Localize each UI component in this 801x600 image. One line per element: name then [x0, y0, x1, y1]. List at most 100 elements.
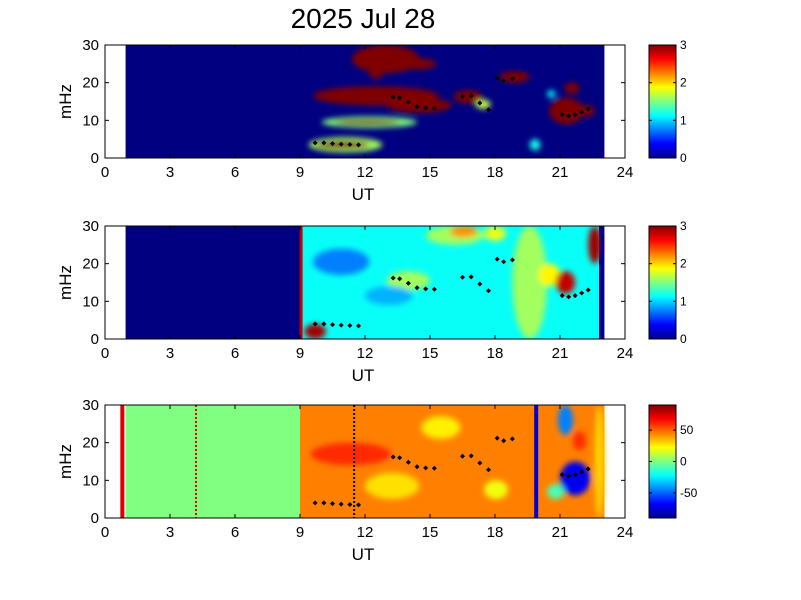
heatmap-blob [512, 226, 548, 339]
x-axis-label: UT [352, 545, 375, 564]
data-point [494, 256, 500, 262]
x-tick-label: 12 [357, 164, 374, 181]
heatmap-blob [386, 97, 452, 113]
data-point [414, 464, 420, 470]
data-point [347, 141, 353, 147]
colorbar: 50 0 -50 [648, 404, 698, 519]
heatmap-blobs [310, 405, 605, 518]
heatmap-blob [594, 405, 605, 518]
x-tick-label: 6 [231, 164, 239, 181]
y-tick-label: 20 [82, 256, 99, 273]
x-tick-label: 24 [617, 524, 634, 541]
data-point [501, 438, 507, 444]
data-point [477, 100, 483, 106]
heatmap-blob [484, 480, 509, 500]
data-point [338, 322, 344, 328]
figure-title: 2025 Jul 28 [291, 3, 436, 34]
x-tick-label: 18 [487, 524, 504, 541]
data-point [321, 321, 327, 327]
heatmap-blob [573, 431, 586, 451]
heatmap-blob [449, 226, 478, 238]
data-point [397, 95, 403, 101]
heatmap-layer [125, 45, 605, 158]
data-point [494, 75, 500, 81]
x-tick-label: 0 [101, 524, 109, 541]
data-point [572, 472, 578, 478]
data-point [468, 93, 474, 99]
data-point [486, 107, 491, 113]
y-tick-label: 10 [82, 472, 99, 489]
y-tick-label: 20 [82, 75, 99, 92]
data-point [405, 459, 411, 465]
heatmap-blob [484, 226, 506, 242]
y-tick-label: 10 [82, 112, 99, 129]
data-point [338, 141, 344, 147]
x-tick-label: 12 [357, 524, 374, 541]
data-point [414, 285, 420, 291]
data-point [423, 465, 429, 471]
data-point [477, 460, 483, 466]
data-point [468, 274, 474, 280]
heatmap-blob [421, 416, 461, 439]
data-point [356, 323, 361, 329]
heatmap-blob [557, 405, 574, 436]
data-point [431, 465, 437, 471]
heatmap-blob [365, 286, 413, 306]
data-point [559, 293, 565, 299]
data-point [397, 455, 403, 461]
heatmap-blob [453, 90, 482, 104]
x-tick-label: 9 [296, 345, 304, 362]
data-point [330, 322, 335, 328]
data-point [405, 99, 411, 105]
data-point [566, 473, 572, 479]
heatmap-blob [538, 263, 561, 287]
data-point [509, 257, 515, 263]
data-point [477, 281, 483, 287]
heatmap-blob [304, 323, 326, 339]
data-point [494, 435, 500, 441]
data-point [347, 501, 353, 507]
colorbar-tick-label: 0 [680, 151, 687, 165]
colorbar-tick-label: 50 [680, 423, 694, 437]
heatmap-blob [564, 82, 580, 94]
data-point [356, 142, 361, 148]
colorbar: 0 1 2 3 [648, 219, 687, 346]
x-tick-label: 12 [357, 345, 374, 362]
data-point [579, 469, 585, 475]
colorbar-tick-label: -50 [680, 486, 698, 500]
x-tick-label: 18 [487, 345, 504, 362]
colorbar-gradient [648, 404, 677, 519]
x-axis-label: UT [352, 185, 375, 204]
data-point [486, 467, 491, 473]
x-tick-label: 18 [487, 164, 504, 181]
x-tick-label: 0 [101, 164, 109, 181]
data-point [509, 76, 515, 82]
data-point [431, 286, 437, 292]
y-tick-label: 30 [82, 218, 99, 235]
colorbar: 0 1 2 3 [648, 38, 687, 165]
heatmap-blob [369, 69, 383, 79]
data-point [501, 259, 507, 265]
data-point [390, 454, 396, 460]
y-tick-label: 0 [91, 150, 99, 167]
heatmap-blob [588, 226, 602, 264]
data-point [356, 502, 361, 508]
data-point [460, 274, 465, 280]
panel-3: 0 3 6 9 12 15 18 21 24 0 10 20 30 UT mHz 50 0 -50 [56, 397, 698, 564]
data-point [312, 500, 318, 506]
heatmap-blob [560, 461, 591, 496]
heatmap-blob [310, 442, 391, 466]
heatmap-blob [313, 248, 370, 275]
data-point [321, 500, 327, 506]
data-point [585, 287, 591, 293]
data-point [579, 109, 585, 115]
data-point [330, 141, 335, 147]
y-tick-label: 10 [82, 293, 99, 310]
heatmap-blob [499, 71, 530, 83]
data-point [572, 112, 578, 118]
y-tick-label: 20 [82, 435, 99, 452]
y-tick-label: 0 [91, 331, 99, 348]
